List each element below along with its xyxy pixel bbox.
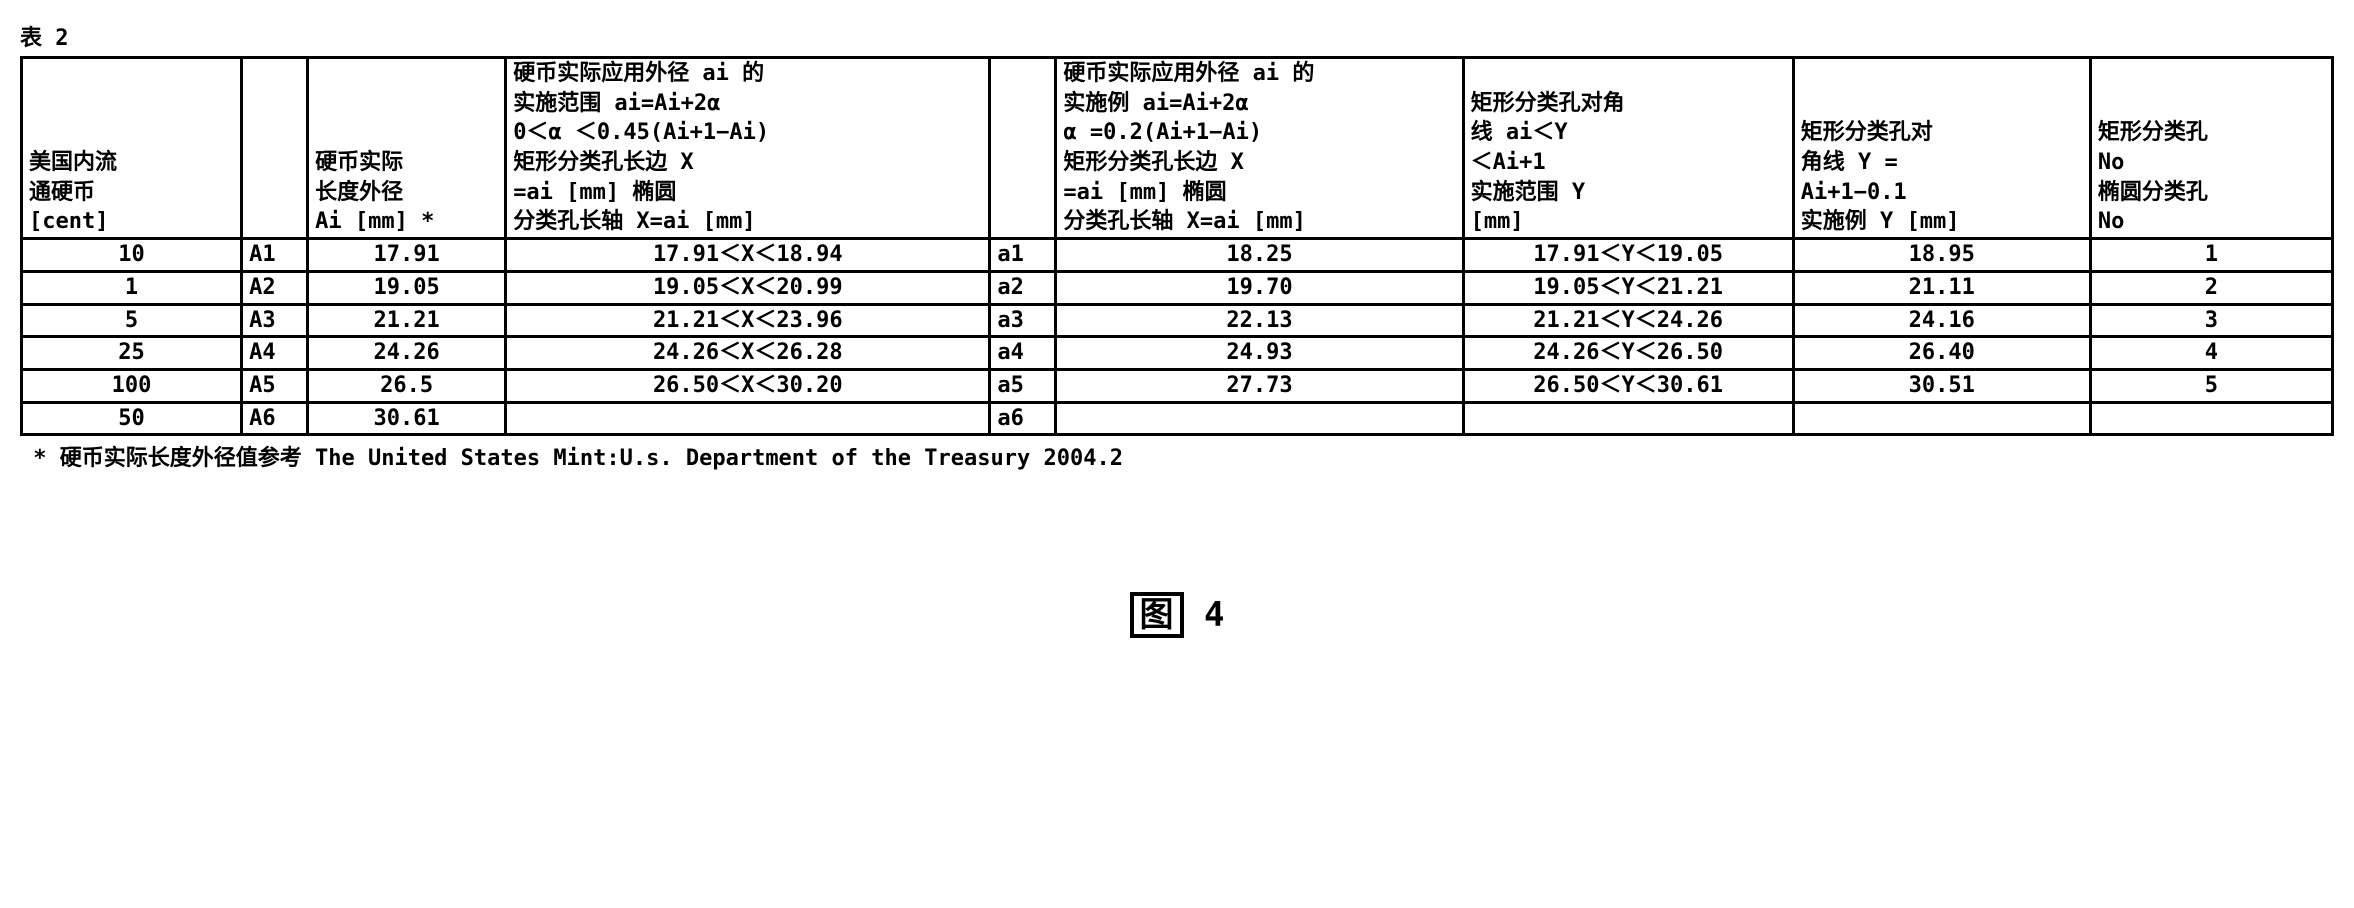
cell-alab: a1 [990, 239, 1056, 272]
col-head-yval: 矩形分类孔对 角线 Y = Ai+1−0.1 实施例 Y [mm] [1793, 58, 2090, 239]
table-footnote: * 硬币实际长度外径值参考 The United States Mint:U.s… [20, 440, 2334, 472]
table-row: 50A630.61 a6 [22, 402, 2333, 435]
cell-no: 4 [2090, 337, 2332, 370]
cell-Ai: 26.5 [308, 369, 506, 402]
figure-label: 图 4 [20, 592, 2334, 638]
cell-Alab: A2 [242, 271, 308, 304]
cell-yrange: 21.21＜Y＜24.26 [1463, 304, 1793, 337]
cell-no: 2 [2090, 271, 2332, 304]
cell-Alab: A6 [242, 402, 308, 435]
cell-xrange: 17.91＜X＜18.94 [506, 239, 990, 272]
table-header-row: 美国内流 通硬币 [cent] 硬币实际 长度外径 Ai [mm] * 硬币实际… [22, 58, 2333, 239]
cell-no: 3 [2090, 304, 2332, 337]
cell-ai: 27.73 [1056, 369, 1463, 402]
cell-ai [1056, 402, 1463, 435]
coin-spec-table: 美国内流 通硬币 [cent] 硬币实际 长度外径 Ai [mm] * 硬币实际… [20, 56, 2334, 436]
table-row: 100A526.526.50＜X＜30.20a527.7326.50＜Y＜30.… [22, 369, 2333, 402]
cell-Ai: 17.91 [308, 239, 506, 272]
col-head-Alabel [242, 58, 308, 239]
cell-xrange: 24.26＜X＜26.28 [506, 337, 990, 370]
cell-yrange: 26.50＜Y＜30.61 [1463, 369, 1793, 402]
table-body: 10A117.9117.91＜X＜18.94a118.2517.91＜Y＜19.… [22, 239, 2333, 435]
cell-Ai: 30.61 [308, 402, 506, 435]
cell-yval: 18.95 [1793, 239, 2090, 272]
cell-ai: 18.25 [1056, 239, 1463, 272]
cell-cent: 50 [22, 402, 242, 435]
col-head-no: 矩形分类孔 No 椭圆分类孔 No [2090, 58, 2332, 239]
cell-yval: 21.11 [1793, 271, 2090, 304]
cell-yrange: 17.91＜Y＜19.05 [1463, 239, 1793, 272]
figure-label-boxed: 图 [1130, 592, 1184, 638]
col-head-Ai: 硬币实际 长度外径 Ai [mm] * [308, 58, 506, 239]
cell-cent: 1 [22, 271, 242, 304]
cell-alab: a6 [990, 402, 1056, 435]
col-head-yrange: 矩形分类孔对角 线 ai＜Y ＜Ai+1 实施范围 Y [mm] [1463, 58, 1793, 239]
cell-cent: 100 [22, 369, 242, 402]
table-row: 10A117.9117.91＜X＜18.94a118.2517.91＜Y＜19.… [22, 239, 2333, 272]
cell-alab: a4 [990, 337, 1056, 370]
cell-Alab: A4 [242, 337, 308, 370]
table-row: 25A424.2624.26＜X＜26.28a424.9324.26＜Y＜26.… [22, 337, 2333, 370]
cell-yval [1793, 402, 2090, 435]
cell-yrange [1463, 402, 1793, 435]
cell-Ai: 19.05 [308, 271, 506, 304]
cell-yrange: 19.05＜Y＜21.21 [1463, 271, 1793, 304]
cell-xrange: 21.21＜X＜23.96 [506, 304, 990, 337]
col-head-ai: 硬币实际应用外径 ai 的 实施例 ai=Ai+2α α =0.2(Ai+1−A… [1056, 58, 1463, 239]
col-head-alabel [990, 58, 1056, 239]
table-row: 5A321.2121.21＜X＜23.96a322.1321.21＜Y＜24.2… [22, 304, 2333, 337]
cell-no: 5 [2090, 369, 2332, 402]
cell-alab: a5 [990, 369, 1056, 402]
cell-yval: 30.51 [1793, 369, 2090, 402]
table-caption: 表 2 [20, 20, 2334, 52]
figure-label-number: 4 [1184, 595, 1225, 635]
cell-Alab: A1 [242, 239, 308, 272]
cell-yval: 24.16 [1793, 304, 2090, 337]
cell-cent: 10 [22, 239, 242, 272]
cell-yval: 26.40 [1793, 337, 2090, 370]
cell-no [2090, 402, 2332, 435]
cell-cent: 25 [22, 337, 242, 370]
cell-no: 1 [2090, 239, 2332, 272]
cell-cent: 5 [22, 304, 242, 337]
col-head-cent: 美国内流 通硬币 [cent] [22, 58, 242, 239]
cell-xrange: 26.50＜X＜30.20 [506, 369, 990, 402]
cell-Ai: 21.21 [308, 304, 506, 337]
cell-alab: a2 [990, 271, 1056, 304]
col-head-xrange: 硬币实际应用外径 ai 的 实施范围 ai=Ai+2α 0＜α ＜0.45(Ai… [506, 58, 990, 239]
cell-ai: 19.70 [1056, 271, 1463, 304]
cell-ai: 22.13 [1056, 304, 1463, 337]
cell-alab: a3 [990, 304, 1056, 337]
cell-yrange: 24.26＜Y＜26.50 [1463, 337, 1793, 370]
cell-Alab: A5 [242, 369, 308, 402]
cell-Ai: 24.26 [308, 337, 506, 370]
cell-xrange: 19.05＜X＜20.99 [506, 271, 990, 304]
cell-Alab: A3 [242, 304, 308, 337]
cell-xrange [506, 402, 990, 435]
table-row: 1A219.0519.05＜X＜20.99a219.7019.05＜Y＜21.2… [22, 271, 2333, 304]
cell-ai: 24.93 [1056, 337, 1463, 370]
